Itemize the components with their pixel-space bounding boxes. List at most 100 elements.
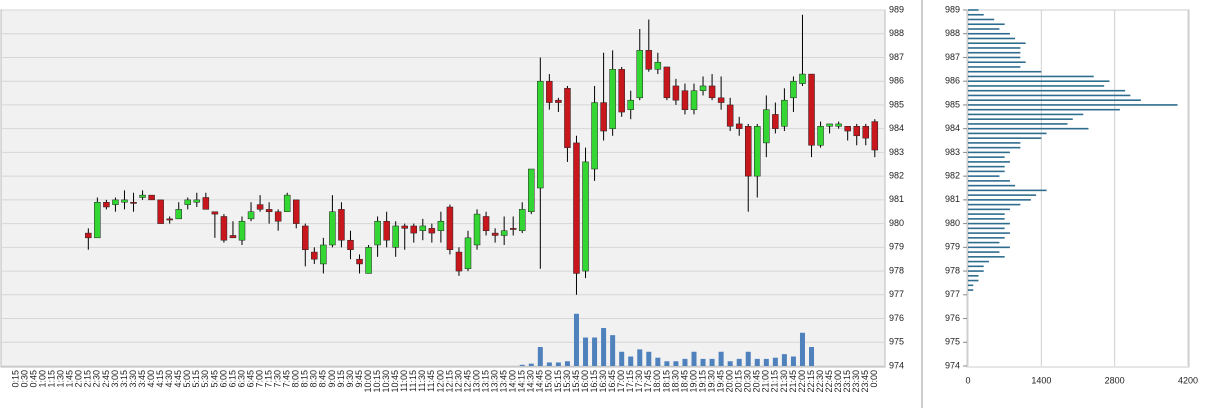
candle-body: [482, 216, 490, 231]
candle-body: [645, 50, 653, 70]
profile-bar: [968, 227, 1005, 230]
x-tick-label: 4:00: [146, 370, 156, 388]
x-tick-label: 23:15: [842, 370, 852, 393]
profile-bar: [968, 118, 1073, 120]
profile-bar: [968, 142, 1021, 144]
x-tick-label: 6:00: [218, 370, 228, 388]
x-tick-label: 22:00: [797, 370, 807, 393]
candle-body: [184, 199, 192, 205]
profile-bar: [968, 194, 1037, 196]
x-tick-label: 4:30: [164, 370, 174, 388]
profile-bar: [968, 275, 979, 277]
x-tick-label: 16:45: [607, 370, 617, 393]
candle-body: [772, 114, 779, 129]
profile-bar: [968, 218, 1005, 220]
candle-body: [437, 220, 445, 231]
y-tick-label: 976: [945, 313, 960, 323]
profile-bar: [968, 47, 1021, 49]
profile-bar: [968, 203, 1021, 206]
profile-bar: [968, 161, 1010, 163]
profile-bar: [968, 284, 974, 287]
candle-body: [401, 225, 408, 229]
volume-bar: [754, 358, 760, 366]
x-tick-label: 0:30: [19, 370, 29, 388]
x-tick-label: 19:30: [706, 370, 716, 393]
volume-bar: [691, 351, 697, 366]
candle-body: [175, 209, 182, 220]
volume-bar: [700, 358, 706, 366]
x-tick-label: 0:15: [10, 370, 20, 388]
volume-bar: [555, 362, 561, 366]
x-tick-label: 22:30: [815, 370, 825, 393]
profile-bar: [968, 89, 1126, 92]
profile-bar: [968, 222, 1010, 225]
candle-body: [699, 85, 707, 91]
x-tick-label: 17:00: [616, 370, 626, 393]
profile-bar: [968, 13, 984, 16]
x-tick-label: 6:15: [227, 370, 237, 388]
volume-bar: [628, 356, 634, 366]
y-tick-label: 979: [945, 242, 960, 252]
x-tick-label: 21:30: [779, 370, 789, 393]
x-tick-label: 13:15: [480, 370, 490, 393]
volume-bar: [564, 361, 570, 366]
candle-body: [274, 211, 282, 222]
x-tick-label: 7:30: [273, 370, 283, 388]
x-tick-label: 3:45: [137, 370, 147, 388]
x-tick-label: 11:45: [426, 370, 436, 392]
profile-bar: [968, 37, 1016, 40]
profile-bar: [968, 279, 979, 282]
x-tick-label: 15:45: [571, 370, 581, 393]
volume-bar: [655, 357, 661, 366]
volume-bar: [592, 337, 598, 366]
x-tick-label: 1:00: [37, 370, 47, 388]
x-tick-label: 2:00: [74, 370, 84, 388]
candle-body: [320, 244, 327, 265]
volume-bar: [646, 351, 652, 366]
candle-body: [338, 209, 345, 241]
x-tick-label: 6:45: [245, 370, 255, 388]
profile-bar: [968, 80, 1110, 82]
candle-body: [238, 220, 246, 241]
candle-body: [681, 90, 689, 110]
candle-body: [654, 61, 662, 70]
y-tick-label: 981: [889, 194, 904, 204]
candle-body: [193, 199, 201, 203]
candle-body: [726, 104, 734, 127]
candle-body: [211, 211, 219, 215]
profile-bar: [968, 99, 1141, 101]
profile-bar: [968, 94, 1131, 97]
volume-bar: [790, 356, 796, 366]
candle-body: [419, 225, 427, 231]
candle-body: [256, 204, 264, 210]
candle-body: [528, 168, 535, 212]
profile-bar: [968, 127, 1089, 130]
x-tick-label: 10:45: [390, 370, 400, 393]
x-tick-label: 3:00: [110, 370, 120, 388]
profile-bar: [968, 265, 984, 268]
profile-bar: [968, 256, 1005, 258]
candle-body: [410, 225, 418, 234]
volume-bar: [763, 358, 769, 366]
candle-body: [546, 80, 553, 103]
profile-bar: [968, 32, 1010, 35]
candle-body: [121, 199, 128, 203]
x-tick-label: 5:15: [191, 370, 201, 388]
profile-bar: [968, 156, 1005, 158]
profile-bar: [968, 23, 1005, 26]
candle-body: [329, 211, 336, 246]
candle-body: [690, 90, 698, 110]
candle-body: [627, 99, 634, 110]
y-tick-label: 987: [945, 52, 960, 62]
x-tick-label: 15:15: [553, 370, 563, 393]
x-tick-label: 12:45: [462, 370, 472, 393]
y-tick-label: 978: [889, 265, 904, 275]
profile-bar: [968, 208, 1010, 211]
profile-bar: [968, 289, 974, 291]
x-tick-label: 20:15: [734, 370, 744, 393]
profile-bar: [968, 175, 1000, 177]
y-tick-label: 982: [889, 171, 904, 181]
candle-body: [853, 126, 860, 137]
